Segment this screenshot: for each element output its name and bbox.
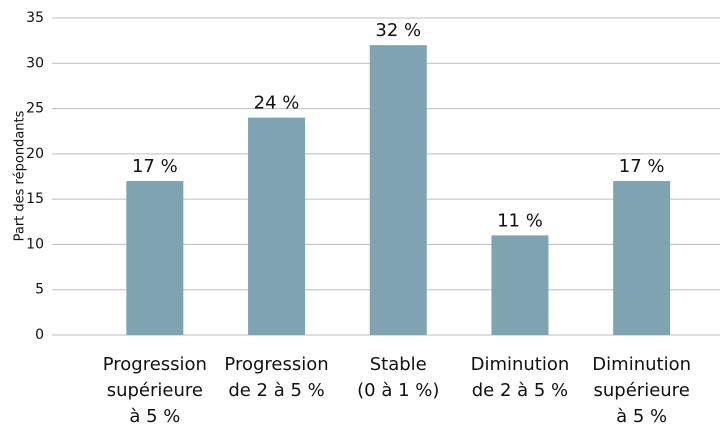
data-label: 32 % — [375, 20, 421, 41]
x-tick-label: Diminution — [471, 354, 570, 375]
y-tick-label: 10 — [26, 236, 44, 252]
x-tick-label: supérieure — [594, 380, 690, 401]
bar — [613, 181, 671, 335]
data-label: 17 % — [619, 156, 665, 177]
y-tick-label: 15 — [26, 191, 44, 207]
y-tick-label: 20 — [26, 146, 44, 162]
x-tick-label: (0 à 1 %) — [357, 380, 439, 401]
y-tick-label: 5 — [35, 282, 44, 298]
data-label: 24 % — [254, 93, 300, 114]
bar — [369, 45, 427, 336]
y-tick-label: 0 — [35, 327, 44, 343]
x-tick-label: Stable — [370, 354, 427, 375]
x-tick-label: supérieure — [107, 380, 203, 401]
y-tick-label: 30 — [26, 55, 44, 71]
y-tick-label: 35 — [26, 10, 44, 26]
bar — [126, 181, 184, 335]
x-tick-label: Progression — [103, 354, 207, 375]
bar — [248, 117, 306, 335]
y-axis-label: Part des répondants — [13, 110, 28, 241]
y-tick-label: 25 — [26, 101, 44, 117]
x-tick-label: Diminution — [592, 354, 691, 375]
x-tick-label: Progression — [224, 354, 328, 375]
x-tick-label: à 5 % — [129, 406, 180, 427]
bar — [491, 235, 549, 335]
x-tick-label: de 2 à 5 % — [228, 380, 324, 401]
x-tick-label: à 5 % — [616, 406, 667, 427]
x-tick-label: de 2 à 5 % — [472, 380, 568, 401]
data-label: 17 % — [132, 156, 178, 177]
data-label: 11 % — [497, 210, 543, 231]
